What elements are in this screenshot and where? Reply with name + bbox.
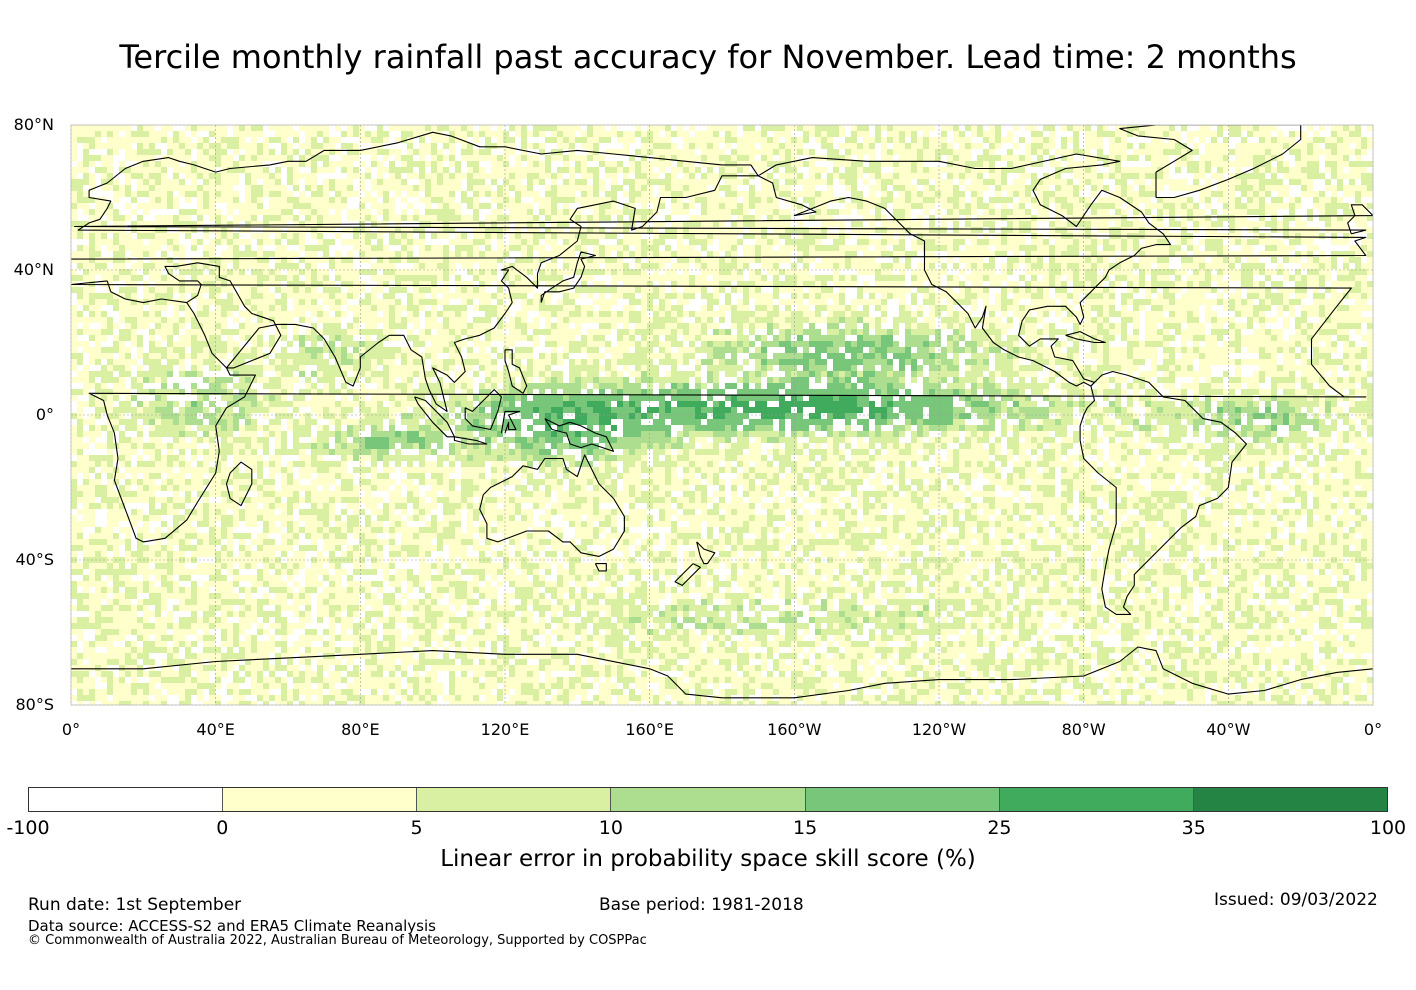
africa-coast bbox=[71, 280, 1367, 543]
colorbar-segment bbox=[29, 788, 224, 811]
latitude-label: 80°N bbox=[13, 115, 54, 134]
colorbar-tick-label: 5 bbox=[410, 817, 423, 839]
antarctica-coast bbox=[71, 646, 1373, 699]
colorbar-segment bbox=[417, 788, 612, 811]
java-coast bbox=[453, 436, 488, 445]
new-zealand-coast bbox=[696, 541, 716, 565]
latitude-label: 40°S bbox=[15, 550, 54, 569]
madagascar-coast bbox=[225, 461, 253, 507]
colorbar-tick-label: 25 bbox=[987, 817, 1012, 839]
colorbar-segment bbox=[611, 788, 806, 811]
latitude-label: 0° bbox=[35, 405, 54, 424]
latitude-label: 40°N bbox=[13, 260, 54, 279]
longitude-label: 120°W bbox=[911, 720, 967, 739]
asia-south-coast bbox=[164, 131, 759, 412]
colorbar-tick-label: 15 bbox=[793, 817, 818, 839]
colorbar-segment bbox=[1193, 788, 1387, 811]
europe-coast bbox=[71, 157, 1367, 260]
skill-score-map bbox=[70, 124, 1374, 706]
base-period: Base period: 1981-2018 bbox=[599, 895, 804, 915]
colorbar-label: Linear error in probability space skill … bbox=[440, 846, 976, 872]
borneo-coast bbox=[464, 389, 502, 431]
longitude-label: 0° bbox=[1363, 720, 1383, 739]
colorbar-tick-label: 100 bbox=[1369, 817, 1407, 839]
colorbar-tick-label: 0 bbox=[216, 817, 229, 839]
data-source: Data source: ACCESS-S2 and ERA5 Climate … bbox=[28, 917, 436, 935]
colorbar-segment bbox=[805, 788, 1000, 811]
copyright: © Commonwealth of Australia 2022, Austra… bbox=[28, 933, 647, 948]
south-america-coast bbox=[1079, 370, 1247, 615]
longitude-label: 80°E bbox=[341, 720, 380, 739]
longitude-label: 0° bbox=[61, 720, 81, 739]
colorbar-segment bbox=[223, 788, 418, 811]
japan-coast bbox=[540, 251, 596, 303]
longitude-label: 40°E bbox=[196, 720, 235, 739]
run-date: Run date: 1st September bbox=[28, 895, 242, 915]
new-zealand-south-coast bbox=[674, 563, 701, 586]
longitude-label: 160°W bbox=[767, 720, 822, 739]
colorbar bbox=[28, 787, 1388, 812]
philippines-coast bbox=[504, 349, 528, 394]
new-guinea-coast bbox=[544, 418, 615, 452]
cuba-coast bbox=[1065, 331, 1106, 344]
latitude-label: 80°S bbox=[15, 695, 54, 714]
map-title: Tercile monthly rainfall past accuracy f… bbox=[119, 38, 1297, 76]
colorbar-segment bbox=[999, 788, 1194, 811]
australia-coast bbox=[479, 454, 625, 557]
colorbar-tick-label: -100 bbox=[6, 817, 50, 839]
north-america-coast bbox=[757, 153, 1172, 387]
map-frame bbox=[70, 124, 1374, 706]
sulawesi-coast bbox=[500, 410, 521, 434]
tasmania-coast bbox=[594, 563, 607, 572]
longitude-label: 120°E bbox=[480, 720, 530, 739]
greenland-coast bbox=[1119, 125, 1302, 199]
colorbar-tick-label: 10 bbox=[598, 817, 623, 839]
longitude-label: 160°E bbox=[625, 720, 674, 739]
colorbar-tick-label: 35 bbox=[1181, 817, 1206, 839]
longitude-label: 40°W bbox=[1206, 720, 1251, 739]
issued-date: Issued: 09/03/2022 bbox=[1214, 890, 1378, 910]
longitude-label: 80°W bbox=[1061, 720, 1106, 739]
britain-coast bbox=[74, 204, 1373, 235]
sumatra-coast bbox=[414, 396, 455, 438]
